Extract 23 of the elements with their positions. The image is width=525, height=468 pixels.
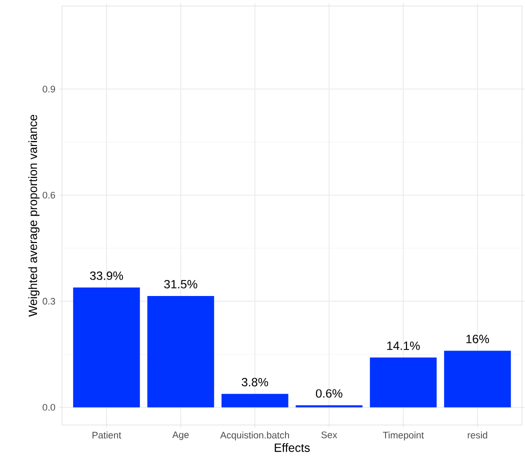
y-tick-label: 0.3 xyxy=(42,298,56,305)
x-tick-label: Patient xyxy=(92,432,122,438)
data-label: 14.1% xyxy=(387,342,420,350)
x-axis-title: Effects xyxy=(274,443,310,452)
bar xyxy=(73,287,140,408)
y-axis-title: Weighted average proportion variance xyxy=(28,114,40,317)
data-label: 16% xyxy=(466,334,490,344)
bar xyxy=(222,394,288,408)
data-label: 33.9% xyxy=(90,271,124,280)
x-tick-label: resid xyxy=(468,432,488,438)
bar xyxy=(147,296,214,408)
bar xyxy=(444,350,511,408)
data-label: 3.8% xyxy=(242,378,268,386)
y-tick-label: 0.0 xyxy=(42,404,56,411)
x-tick-label: Acquistion.batch xyxy=(220,432,290,440)
bar xyxy=(370,357,437,408)
x-tick-label: Timepoint xyxy=(382,432,424,440)
y-tick-label: 0.9 xyxy=(42,86,56,92)
data-label: 31.5% xyxy=(164,280,198,288)
x-tick-label: Age xyxy=(172,432,189,440)
x-tick-label: Sex xyxy=(321,432,338,438)
data-label: 0.6% xyxy=(316,389,342,398)
y-tick-label: 0.6 xyxy=(42,192,56,199)
